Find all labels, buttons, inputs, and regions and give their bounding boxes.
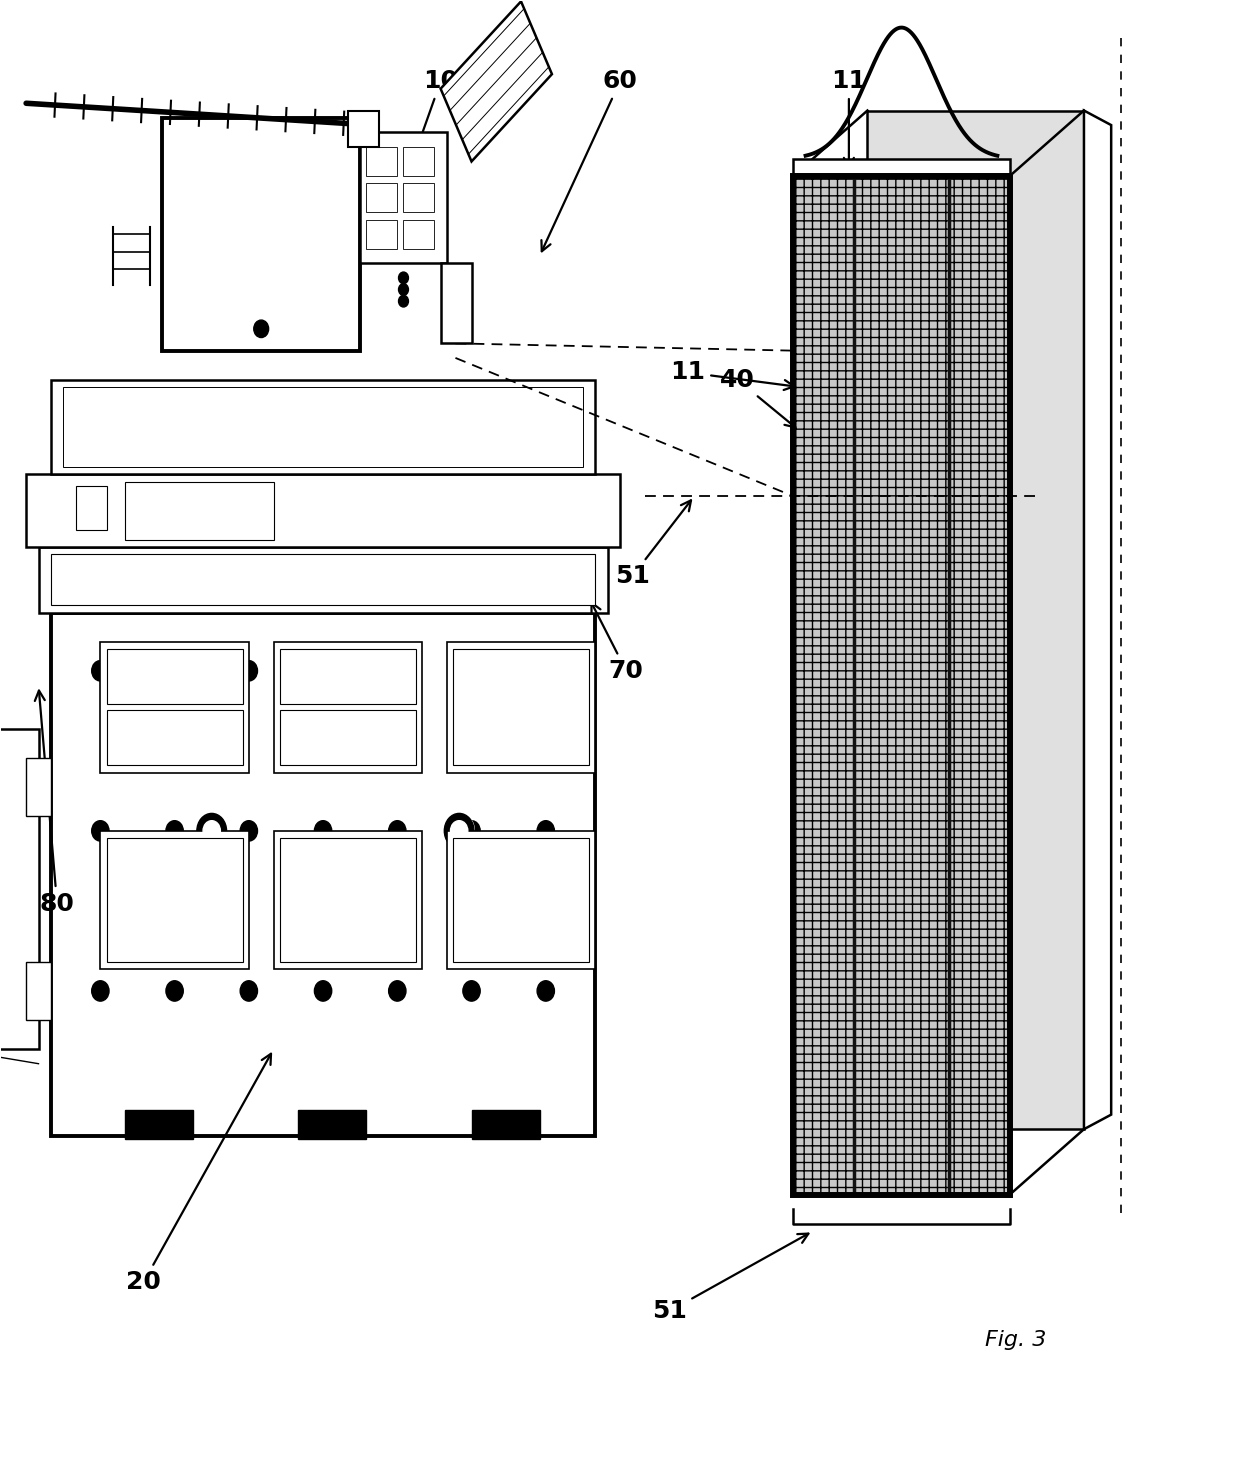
Circle shape <box>241 660 258 681</box>
Bar <box>26 962 51 1021</box>
Circle shape <box>166 981 184 1002</box>
Polygon shape <box>1084 111 1111 1128</box>
Bar <box>100 831 249 970</box>
Circle shape <box>398 284 408 296</box>
Circle shape <box>463 660 480 681</box>
Circle shape <box>388 981 405 1002</box>
Polygon shape <box>440 1 552 162</box>
Circle shape <box>197 814 227 849</box>
Bar <box>347 111 378 147</box>
Bar <box>366 184 397 213</box>
Bar <box>794 176 1009 1194</box>
Circle shape <box>398 273 408 284</box>
Bar <box>274 642 422 773</box>
Bar <box>0 729 38 1050</box>
Bar <box>38 547 608 612</box>
Bar <box>403 184 434 213</box>
Bar <box>366 220 397 249</box>
Circle shape <box>388 660 405 681</box>
Circle shape <box>537 981 554 1002</box>
Bar <box>446 642 595 773</box>
Circle shape <box>241 821 258 841</box>
Text: 40: 40 <box>720 367 795 427</box>
Bar <box>360 133 446 264</box>
Text: 80: 80 <box>35 691 74 916</box>
Bar <box>440 264 471 344</box>
Bar <box>453 838 589 962</box>
Bar <box>125 481 274 539</box>
Bar <box>51 379 595 474</box>
Text: 70: 70 <box>591 602 644 682</box>
Circle shape <box>92 981 109 1002</box>
Text: 51: 51 <box>652 1233 808 1322</box>
Text: 30: 30 <box>89 389 219 432</box>
Text: 60: 60 <box>542 70 637 251</box>
Text: 11: 11 <box>831 70 867 168</box>
Circle shape <box>197 814 227 849</box>
Bar <box>280 710 415 765</box>
Bar <box>107 838 243 962</box>
Bar <box>51 612 595 1136</box>
Bar <box>76 486 107 529</box>
Bar <box>107 710 243 765</box>
Bar <box>274 831 422 970</box>
Circle shape <box>537 821 554 841</box>
Text: 20: 20 <box>126 1054 272 1295</box>
Circle shape <box>463 821 480 841</box>
Circle shape <box>444 814 474 849</box>
Circle shape <box>241 981 258 1002</box>
Polygon shape <box>868 111 1084 1128</box>
Circle shape <box>315 660 332 681</box>
Circle shape <box>92 821 109 841</box>
Bar <box>299 1111 366 1139</box>
Circle shape <box>203 821 221 841</box>
Bar <box>794 176 1009 1194</box>
Text: 51: 51 <box>615 500 691 588</box>
Bar <box>26 758 51 816</box>
Circle shape <box>315 981 332 1002</box>
Bar <box>26 474 620 547</box>
Circle shape <box>537 660 554 681</box>
Circle shape <box>444 814 474 849</box>
Bar <box>471 1111 539 1139</box>
Circle shape <box>388 821 405 841</box>
Text: 10: 10 <box>379 70 458 251</box>
Circle shape <box>463 981 480 1002</box>
Bar <box>63 386 583 467</box>
Bar <box>107 649 243 704</box>
Bar <box>100 642 249 773</box>
Circle shape <box>254 321 269 338</box>
Bar <box>403 147 434 176</box>
Bar <box>280 838 415 962</box>
Circle shape <box>166 821 184 841</box>
Bar <box>162 118 360 350</box>
Bar <box>794 159 1009 176</box>
Circle shape <box>450 821 467 841</box>
Bar <box>453 649 589 765</box>
Bar <box>366 147 397 176</box>
Bar <box>403 220 434 249</box>
Circle shape <box>398 296 408 308</box>
Circle shape <box>92 660 109 681</box>
Bar <box>125 1111 193 1139</box>
Bar <box>446 831 595 970</box>
Circle shape <box>166 660 184 681</box>
Circle shape <box>315 821 332 841</box>
Text: 11: 11 <box>671 360 794 389</box>
Bar <box>280 649 415 704</box>
Text: Fig. 3: Fig. 3 <box>986 1330 1047 1350</box>
Bar <box>51 554 595 605</box>
